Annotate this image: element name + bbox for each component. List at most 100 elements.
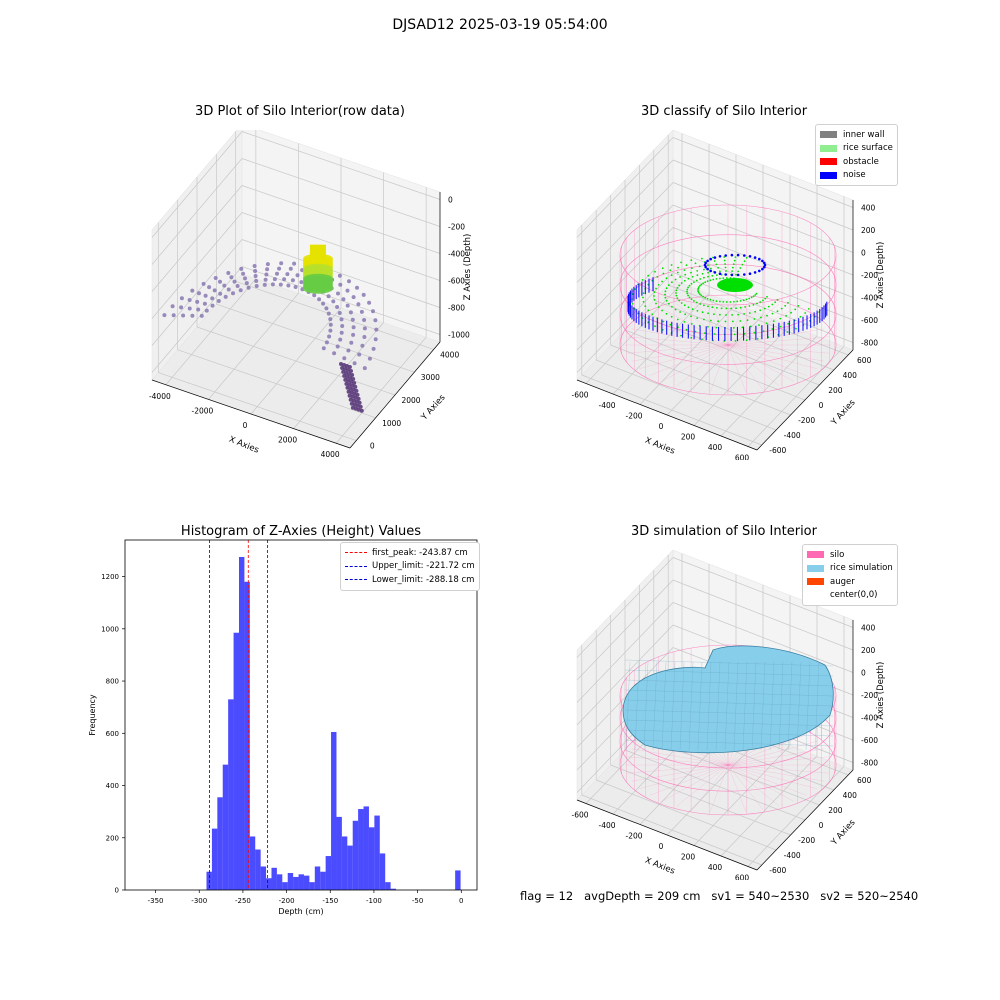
- histogram-chart: -350 -300 -250 -200 -150 -100 -50 0 0 200 400 600 80…: [88, 539, 478, 916]
- rice-surface-point: [737, 313, 739, 316]
- noise-point: [730, 253, 734, 257]
- histogram-bar: [341, 836, 348, 890]
- rice-surface-point: [707, 312, 709, 315]
- histogram-bar: [325, 856, 332, 890]
- rice-surface-point: [787, 322, 789, 325]
- simulation-plot-title: 3D simulation of Silo Interior: [631, 524, 817, 539]
- raw-point: [324, 340, 329, 345]
- rice-surface-point: [724, 263, 726, 265]
- simulation-axis-labels: -600-400-2000200400600-600-400-200020040…: [571, 624, 886, 881]
- silo-spoke: [626, 336, 729, 346]
- y-tick-label: 1000: [101, 625, 119, 633]
- silo-spoke: [727, 303, 780, 346]
- x-tick-label: -350: [148, 897, 164, 905]
- x-axis-line: [576, 379, 758, 451]
- y-tick-label: -600: [769, 866, 786, 875]
- rice-surface-point: [684, 273, 687, 276]
- y-axis-line: [349, 341, 441, 449]
- silo-spoke: [631, 748, 729, 766]
- raw-point: [216, 299, 221, 303]
- rice-surface-point: [753, 331, 756, 334]
- raw-point: [312, 293, 317, 298]
- histogram-axes: -350 -300 -250 -200 -150 -100 -50 0 0 200 400 600 80…: [88, 539, 478, 916]
- y-tick-label: 200: [828, 386, 843, 395]
- y-tick-label: 1200: [101, 573, 119, 581]
- raw-point: [229, 275, 234, 280]
- rice-surface-point: [758, 324, 760, 326]
- noise-point: [753, 256, 757, 259]
- noise-point: [704, 265, 707, 269]
- raw-point: [349, 401, 354, 406]
- silo-spoke: [692, 764, 729, 810]
- x-tick-label: 400: [708, 863, 723, 872]
- rice-surface-point: [725, 301, 728, 303]
- rice-surface-point: [743, 332, 746, 335]
- histogram-bar: [255, 849, 261, 890]
- rice-surface-point: [723, 256, 726, 258]
- histogram-bar: [238, 556, 245, 890]
- raw-point: [264, 272, 269, 277]
- rice-surface-point: [755, 292, 758, 295]
- grid-line: [672, 159, 854, 231]
- rice-surface-point: [713, 333, 716, 335]
- rice-surface-point: [732, 263, 735, 265]
- silo-spoke: [727, 344, 817, 369]
- classify-axis-labels: -600-400-2000200400600-600-400-200020040…: [571, 204, 886, 461]
- rice-surface-point: [687, 286, 689, 289]
- rice-surface-point: [676, 297, 679, 299]
- rice-surface-point: [688, 296, 691, 299]
- rice-surface-point: [657, 284, 660, 286]
- raw-point: [337, 273, 342, 278]
- raw-point: [254, 284, 259, 288]
- raw-point: [171, 313, 176, 318]
- grid-line: [241, 212, 441, 281]
- rice-surface-point: [693, 300, 695, 302]
- silo-spoke: [727, 344, 807, 376]
- raw-point: [339, 330, 344, 335]
- rice-surface-point: [653, 291, 656, 294]
- rice-surface-point: [756, 302, 758, 305]
- y-tick-label: 0: [819, 401, 824, 410]
- raw-point: [360, 343, 365, 348]
- silo-spoke: [727, 764, 817, 789]
- z-tick-label: 0: [861, 669, 866, 678]
- rice-surface-point: [759, 309, 762, 312]
- status-footer: flag = 12 avgDepth = 209 cm sv1 = 540~25…: [520, 889, 919, 903]
- noise-point: [724, 254, 727, 257]
- silo-spoke: [727, 764, 780, 807]
- rice-surface-point: [699, 284, 701, 287]
- rice-surface-point: [701, 338, 703, 341]
- rice-mesh-line: [661, 661, 667, 751]
- raw-point: [374, 327, 379, 332]
- z-tick-label: 200: [861, 226, 876, 235]
- histogram-bar: [228, 699, 234, 890]
- y-tick-label: 4000: [440, 350, 459, 359]
- rice-surface-point: [661, 267, 664, 270]
- grid-line: [151, 158, 243, 265]
- y-axis-line: [756, 349, 854, 451]
- rice-surface-point: [654, 325, 656, 328]
- histogram-bar: [266, 878, 272, 890]
- raw-point: [328, 317, 333, 322]
- silo-spoke: [710, 764, 729, 812]
- rice-surface-point: [743, 260, 746, 263]
- rice-surface-point: [655, 302, 657, 305]
- rice-surface-point: [710, 319, 712, 322]
- rice-mesh-line: [706, 661, 712, 751]
- grid-line: [151, 239, 243, 346]
- x-tick-label: -400: [598, 401, 615, 410]
- z-tick-label: -800: [448, 304, 465, 313]
- rice-surface-point: [686, 292, 689, 295]
- grid-line: [672, 182, 854, 253]
- rice-surface-point: [694, 262, 697, 265]
- rice-surface-point: [704, 281, 707, 284]
- raw-point: [358, 404, 363, 409]
- figure-title: DJSAD12 2025-03-19 05:54:00: [392, 17, 608, 33]
- silo-spoke: [649, 344, 729, 376]
- silo-spoke: [631, 328, 729, 346]
- raw-point: [210, 296, 215, 301]
- grid-line: [672, 204, 854, 276]
- grid-line: [241, 158, 441, 227]
- rice-surface-point: [760, 316, 762, 319]
- raw-point: [343, 377, 348, 382]
